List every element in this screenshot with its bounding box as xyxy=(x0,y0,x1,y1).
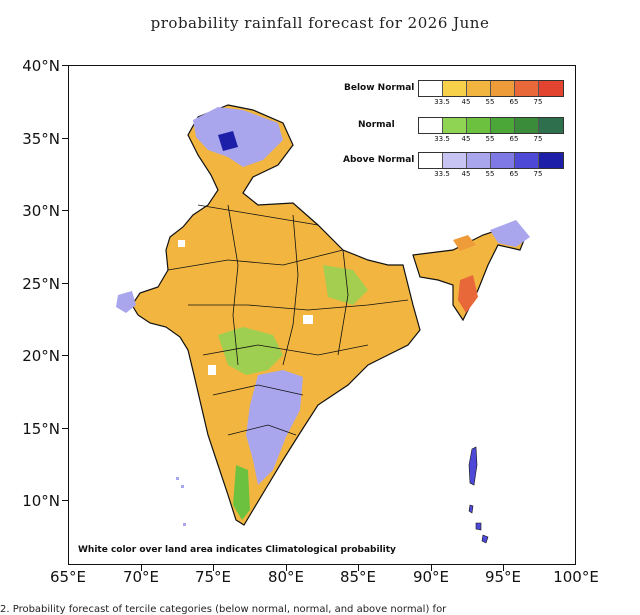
x-tick-mark xyxy=(431,565,432,571)
below-normal-ne-edge xyxy=(453,235,476,251)
y-tick-mark xyxy=(62,65,68,66)
y-tick-label: 15°N xyxy=(22,420,60,438)
y-tick-label: 25°N xyxy=(22,275,60,293)
mainland-region xyxy=(131,104,421,526)
normal-east xyxy=(323,265,368,305)
legend-swatch xyxy=(539,153,563,168)
y-tick-mark xyxy=(62,283,68,284)
y-tick-mark xyxy=(62,210,68,211)
legend-tick: 65 xyxy=(509,170,519,178)
andaman-nicobar-islands xyxy=(468,446,489,544)
legend-tick: 65 xyxy=(509,135,519,143)
x-tick-mark xyxy=(358,565,359,571)
legend-tick: 33.5 xyxy=(434,98,450,106)
y-tick-label: 30°N xyxy=(22,202,60,220)
legend-bar-below-normal xyxy=(418,80,564,97)
y-tick-mark xyxy=(62,500,68,501)
legend-label-above-normal: Above Normal xyxy=(343,155,415,165)
above-normal-kashmir-dark xyxy=(218,131,238,151)
above-normal-ne xyxy=(490,220,530,247)
map-title: probability rainfall forecast for 2026 J… xyxy=(150,14,490,32)
india-map xyxy=(116,104,530,544)
legend-tick: 45 xyxy=(461,170,471,178)
legend-tick: 55 xyxy=(485,135,495,143)
legend-swatch xyxy=(443,118,467,133)
legend-tick: 33.5 xyxy=(434,135,450,143)
legend-label-normal: Normal xyxy=(358,120,395,130)
legend-swatch xyxy=(467,118,491,133)
y-tick-mark xyxy=(62,355,68,356)
climatology-patch xyxy=(178,240,185,247)
x-tick-label: 85°E xyxy=(339,568,377,586)
y-tick-label: 40°N xyxy=(22,57,60,75)
legend-swatch xyxy=(443,81,467,96)
legend-tick: 75 xyxy=(533,135,543,143)
lakshadweep-islands xyxy=(176,477,186,526)
y-tick-label: 35°N xyxy=(22,130,60,148)
legend-swatch xyxy=(467,81,491,96)
legend-swatch xyxy=(515,81,539,96)
state-boundaries xyxy=(167,204,409,436)
y-tick-mark xyxy=(62,138,68,139)
x-tick-label: 90°E xyxy=(412,568,450,586)
legend-swatch xyxy=(467,153,491,168)
climatology-patch xyxy=(208,365,216,375)
normal-central xyxy=(218,327,283,375)
climatology-patch xyxy=(303,315,313,324)
climatology-note: White color over land area indicates Cli… xyxy=(78,545,396,555)
legend-tick: 55 xyxy=(485,170,495,178)
legend-tick: 45 xyxy=(461,98,471,106)
legend-tick: 75 xyxy=(533,98,543,106)
legend-swatch xyxy=(491,118,515,133)
legend-tick: 45 xyxy=(461,135,471,143)
y-tick-mark xyxy=(62,428,68,429)
x-tick-mark xyxy=(286,565,287,571)
x-tick-label: 75°E xyxy=(194,568,232,586)
normal-southwest-coast xyxy=(233,465,250,520)
legend-tick: 75 xyxy=(533,170,543,178)
legend-swatch xyxy=(419,153,443,168)
y-tick-label: 10°N xyxy=(22,492,60,510)
x-tick-label: 70°E xyxy=(122,568,160,586)
x-tick-mark xyxy=(503,565,504,571)
legend-bar-above-normal xyxy=(418,152,564,169)
below-normal-ne-dark xyxy=(458,275,478,313)
x-tick-mark xyxy=(213,565,214,571)
legend-label-below-normal: Below Normal xyxy=(344,83,415,93)
x-tick-label: 95°E xyxy=(484,568,522,586)
legend-swatch xyxy=(515,118,539,133)
legend-tick: 33.5 xyxy=(434,170,450,178)
y-tick-label: 20°N xyxy=(22,347,60,365)
legend-swatch xyxy=(539,81,563,96)
legend-swatch xyxy=(515,153,539,168)
x-tick-label: 100°E xyxy=(553,568,599,586)
legend-swatch xyxy=(419,118,443,133)
legend-swatch xyxy=(419,81,443,96)
legend-swatch xyxy=(491,81,515,96)
legend-swatch xyxy=(491,153,515,168)
above-normal-gujarat xyxy=(116,291,136,313)
legend-tick: 55 xyxy=(485,98,495,106)
figure-caption: 2. Probability forecast of tercile categ… xyxy=(0,604,447,615)
x-tick-label: 65°E xyxy=(49,568,87,586)
legend-tick: 65 xyxy=(509,98,519,106)
legend-swatch xyxy=(539,118,563,133)
legend-bar-normal xyxy=(418,117,564,134)
legend-swatch xyxy=(443,153,467,168)
x-tick-label: 80°E xyxy=(267,568,305,586)
climatology-patch xyxy=(148,265,158,273)
above-normal-kashmir xyxy=(193,107,283,167)
x-tick-mark xyxy=(141,565,142,571)
